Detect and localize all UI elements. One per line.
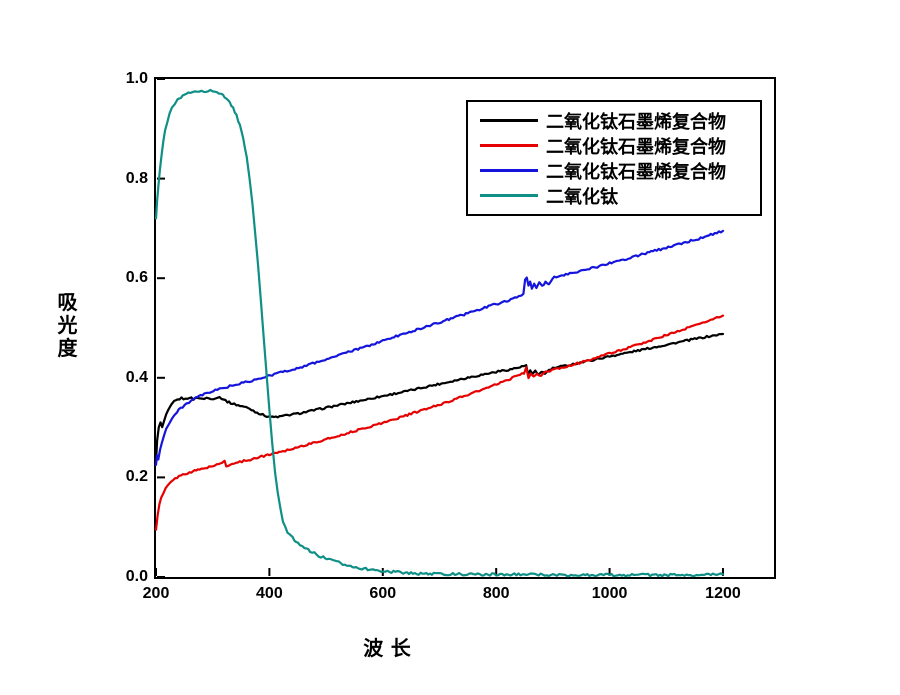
x-tick-label: 400 — [256, 585, 283, 602]
series-line-0 — [154, 332, 725, 464]
y-tick-label: 0.6 — [125, 269, 148, 287]
series-line-3 — [154, 88, 725, 578]
legend-item-1: 二氧化钛石墨烯复合物 — [480, 133, 760, 158]
legend-item-3: 二氧化钛 — [480, 183, 760, 208]
series-line-1 — [154, 314, 725, 531]
legend-label: 二氧化钛石墨烯复合物 — [546, 161, 726, 182]
legend-line-sample — [480, 144, 538, 147]
x-axis-title: 波 长 — [363, 638, 412, 660]
y-tick-label: 0.2 — [125, 468, 148, 486]
legend-label: 二氧化钛石墨烯复合物 — [546, 136, 726, 157]
legend-line-sample — [480, 169, 538, 172]
y-tick-label: 1.0 — [125, 70, 148, 87]
y-tick-label: 0.8 — [125, 169, 148, 187]
series-line-2 — [154, 229, 725, 466]
y-tick-label: 0.4 — [125, 368, 148, 386]
legend-item-2: 二氧化钛石墨烯复合物 — [480, 158, 760, 183]
legend-label: 二氧化钛石墨烯复合物 — [546, 111, 726, 132]
x-tick-label: 600 — [369, 585, 397, 602]
y-tick-label: 0.0 — [125, 568, 148, 585]
legend: 二氧化钛石墨烯复合物 二氧化钛石墨烯复合物 二氧化钛石墨烯复合物 二氧化钛 — [466, 100, 762, 216]
legend-item-0: 二氧化钛石墨烯复合物 — [480, 108, 760, 133]
x-tick-label: 1200 — [705, 585, 741, 602]
y-axis-title: 吸光度 — [57, 292, 79, 360]
x-tick-label: 200 — [142, 585, 170, 602]
legend-label: 二氧化钛 — [546, 186, 618, 207]
legend-line-sample — [480, 194, 538, 197]
plot-frame — [154, 77, 776, 579]
x-tick-label: 1000 — [591, 585, 628, 602]
x-tick-label: 800 — [482, 585, 510, 602]
legend-line-sample — [480, 119, 538, 122]
